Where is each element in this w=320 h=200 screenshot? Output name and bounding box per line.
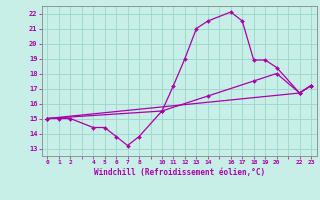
X-axis label: Windchill (Refroidissement éolien,°C): Windchill (Refroidissement éolien,°C) <box>94 168 265 177</box>
